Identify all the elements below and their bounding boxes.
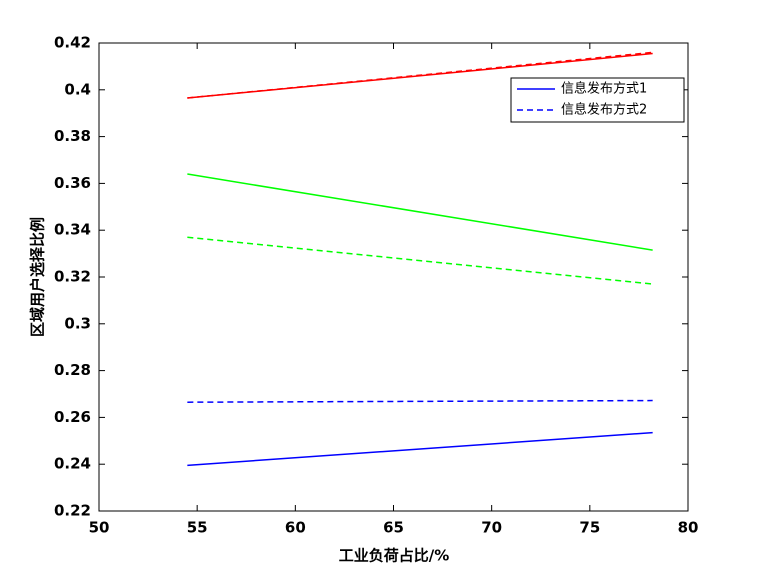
x-tick-label: 80 — [678, 519, 699, 537]
x-tick-label: 75 — [579, 519, 600, 537]
y-tick-label: 0.42 — [54, 34, 91, 52]
x-tick-label: 65 — [383, 519, 404, 537]
plot-frame — [98, 42, 689, 512]
y-tick-label: 0.38 — [54, 127, 91, 145]
x-tick-label: 60 — [285, 519, 306, 537]
y-tick-label: 0.4 — [64, 80, 91, 98]
series-line — [187, 236, 653, 285]
y-tick-label: 0.24 — [54, 455, 91, 473]
legend-box — [510, 77, 685, 123]
series-line — [187, 51, 653, 99]
legend: 信息发布方式1 信息发布方式2 — [510, 77, 685, 123]
y-tick-label: 0.36 — [54, 174, 91, 192]
y-axis-label: 区域用户选择比例 — [29, 217, 47, 337]
y-tick-label: 0.26 — [54, 408, 91, 426]
x-tick-label: 55 — [187, 519, 208, 537]
y-tick-label: 0.22 — [54, 502, 91, 520]
legend-label: 信息发布方式1 — [561, 81, 647, 97]
y-tick-label: 0.32 — [54, 268, 91, 286]
y-tick-label: 0.28 — [54, 361, 91, 379]
x-tick-label: 70 — [481, 519, 502, 537]
series-line — [187, 399, 653, 403]
x-tick-label: 50 — [89, 519, 110, 537]
series-line — [187, 173, 653, 251]
series-line — [187, 431, 653, 467]
y-tick-label: 0.3 — [64, 314, 91, 332]
x-axis-label: 工业负荷占比/% — [339, 547, 450, 565]
legend-label: 信息发布方式2 — [561, 102, 647, 118]
y-tick-label: 0.34 — [54, 221, 91, 239]
